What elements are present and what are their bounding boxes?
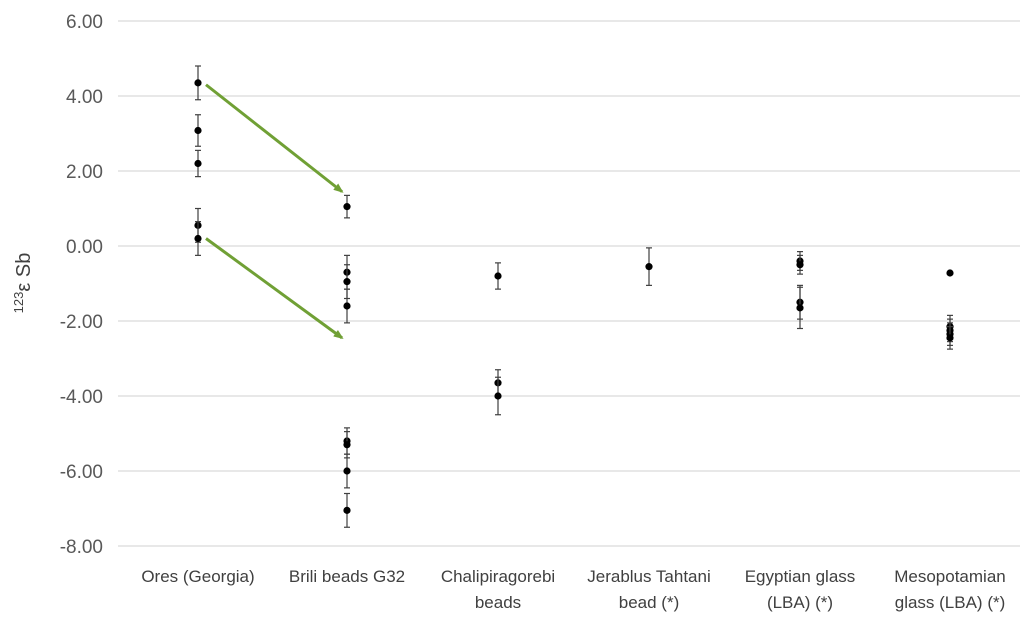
y-tick-label: -8.00 <box>60 537 103 558</box>
y-tick-label: -2.00 <box>60 312 103 333</box>
trend-arrow <box>205 237 344 340</box>
data-point <box>946 269 954 277</box>
y-axis-label-superscript: 123 <box>11 292 26 314</box>
data-point <box>343 203 351 211</box>
data-point-group <box>343 431 351 459</box>
x-tick-label: Jerablus Tahtani <box>587 567 711 586</box>
gridlines <box>118 20 1020 547</box>
data-point <box>494 272 502 280</box>
data-point <box>194 126 202 135</box>
data-point <box>645 263 653 271</box>
data-point <box>343 506 351 514</box>
data-point-group <box>494 376 502 416</box>
data-point-group <box>343 194 351 219</box>
data-point-group <box>946 269 954 277</box>
data-point <box>494 392 502 400</box>
y-tick-label: -4.00 <box>60 387 103 408</box>
y-tick-label: -6.00 <box>60 462 103 483</box>
y-axis-label-group: 123ε Sb <box>11 253 35 314</box>
data-point-group <box>645 247 653 286</box>
data-point-group <box>343 288 351 324</box>
data-point-group <box>194 221 202 256</box>
data-point <box>343 278 351 286</box>
arrows <box>205 83 344 340</box>
data-point-group <box>796 286 804 330</box>
data-point <box>343 441 351 449</box>
data-point-group <box>946 326 954 350</box>
data-point <box>194 159 202 168</box>
x-tick-label: beads <box>475 593 521 612</box>
x-tick-label: Brili beads G32 <box>289 567 405 586</box>
y-axis-label-text: ε Sb <box>13 253 35 292</box>
trend-arrow <box>205 83 344 193</box>
data-point <box>796 261 804 269</box>
data-point <box>343 302 351 310</box>
y-axis-ticks: 6.00 4.00 2.00 0.00 -2.00 -4.00 -6.00 -8.00 <box>60 12 103 558</box>
data-point-group <box>343 453 351 489</box>
y-tick-label: 4.00 <box>66 87 103 108</box>
y-tick-label: 0.00 <box>66 237 103 258</box>
x-tick-label: Mesopotamian <box>894 567 1006 586</box>
data-point <box>946 334 954 342</box>
x-tick-label: Ores (Georgia) <box>141 567 254 586</box>
data-points <box>194 65 954 528</box>
data-point-group <box>194 65 202 101</box>
data-point-group <box>343 492 351 528</box>
y-tick-label: 6.00 <box>66 12 103 33</box>
data-point-group <box>194 149 202 178</box>
y-axis-label: 123ε Sb <box>11 253 35 314</box>
data-point <box>194 234 202 243</box>
x-tick-label: bead (*) <box>619 593 679 612</box>
data-point-group <box>796 254 804 275</box>
y-tick-label: 2.00 <box>66 162 103 183</box>
data-point-group <box>494 262 502 290</box>
data-point <box>343 467 351 475</box>
x-axis-ticks: Ores (Georgia) Brili beads G32 Chalipirago… <box>141 567 1005 612</box>
x-tick-label: Egyptian glass <box>745 567 856 586</box>
data-point-group <box>194 114 202 147</box>
x-tick-label: Chalipiragorebi <box>441 567 555 586</box>
data-point <box>194 79 202 87</box>
x-tick-label: glass (LBA) (*) <box>895 593 1006 612</box>
data-point <box>796 304 804 312</box>
x-tick-label: (LBA) (*) <box>767 593 833 612</box>
